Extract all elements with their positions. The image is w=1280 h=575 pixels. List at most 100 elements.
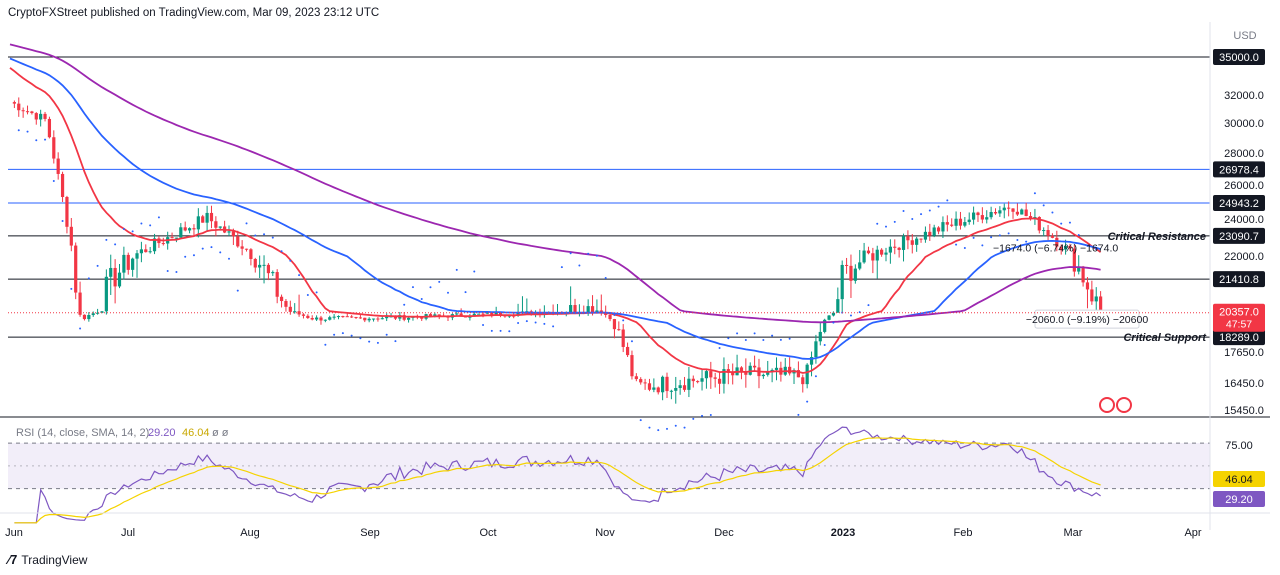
candle-body xyxy=(993,212,998,214)
sar-dot xyxy=(61,219,64,222)
candle-body xyxy=(288,306,292,312)
candle-body xyxy=(972,212,976,220)
last-price-badge xyxy=(1213,303,1265,332)
sar-dot xyxy=(849,314,852,317)
sar-dot xyxy=(1016,239,1019,242)
sar-dot xyxy=(1095,248,1098,251)
candle-body xyxy=(849,265,853,281)
legend-symbol-row: Bitcoin / U.S. Dollar, 1D, BITFINEX O217… xyxy=(16,31,480,43)
y-tick-label-15450: 15450.0 xyxy=(1224,405,1264,417)
candle-body xyxy=(731,372,735,376)
sar-dot xyxy=(534,321,537,324)
sar-label[interactable]: SAR (0.02, 0.02, 0.2) xyxy=(16,61,120,73)
y-tick-label-18900: 18900.0 xyxy=(1224,318,1264,330)
candle-body xyxy=(595,310,599,313)
sar-dot xyxy=(701,414,704,417)
candle-body xyxy=(547,312,551,314)
candle-body xyxy=(183,227,187,231)
sar-dots xyxy=(17,129,1098,432)
ohlc-open: 21712.0 xyxy=(198,31,238,43)
candle-body xyxy=(774,367,779,370)
sar-dot xyxy=(271,236,274,239)
candle-body xyxy=(485,312,490,314)
sar-dot xyxy=(166,269,169,272)
candle-body xyxy=(608,314,612,320)
tradingview-logo[interactable]: ⁄7 TradingView xyxy=(8,552,88,567)
candle-body xyxy=(634,376,638,380)
candle-body xyxy=(796,370,800,378)
sar-dot xyxy=(140,222,143,225)
candle-body xyxy=(393,316,398,319)
sar-dot xyxy=(595,254,598,257)
sar-dot xyxy=(429,286,432,289)
sar-dot xyxy=(963,246,966,249)
sar-dot xyxy=(727,337,730,340)
sar-dot xyxy=(289,259,292,262)
candle-body xyxy=(1077,266,1081,272)
candle-body xyxy=(328,317,332,320)
annotation-measure-2: −2060.0 (−9.19%) −20600 xyxy=(1026,314,1148,326)
candle-body xyxy=(205,212,209,223)
sar-dot xyxy=(236,289,239,292)
candle-body xyxy=(420,317,424,319)
ema-200-value: 21783.5 xyxy=(294,46,335,58)
candle-body xyxy=(69,226,73,246)
candle-body xyxy=(161,243,165,245)
sar-dot xyxy=(1042,204,1045,207)
symbol-name[interactable]: Bitcoin / U.S. Dollar, 1D, BITFINEX xyxy=(16,31,187,43)
sar-dot xyxy=(298,274,301,277)
sar-dot xyxy=(157,216,160,219)
candle-body xyxy=(985,217,989,220)
ema-label[interactable]: EMA (50, close, 100, close, 200, close) xyxy=(16,46,207,58)
candle-body xyxy=(25,111,30,113)
y-tick-label-32000: 32000.0 xyxy=(1224,90,1264,102)
candle-body xyxy=(389,316,393,318)
sar-dot xyxy=(753,332,756,335)
candle-body xyxy=(122,254,126,273)
y-tick-label-26000: 26000.0 xyxy=(1224,180,1264,192)
sar-dot xyxy=(254,234,257,237)
candle-body xyxy=(963,222,967,226)
ema-100-value: 21287.7 xyxy=(252,46,292,58)
candle-body xyxy=(551,312,555,315)
sar-dot xyxy=(175,270,178,273)
candle-body xyxy=(1099,296,1103,312)
sar-dot xyxy=(333,333,336,336)
sar-dot xyxy=(630,340,633,343)
candle-body xyxy=(446,316,450,318)
candle-body xyxy=(74,245,78,293)
candle-body xyxy=(12,102,16,104)
candle-body xyxy=(893,246,897,248)
sar-dot xyxy=(876,222,879,225)
sar-dot xyxy=(560,266,563,269)
sar-dot xyxy=(858,311,861,314)
candle-body xyxy=(179,227,183,238)
sar-dot xyxy=(219,251,222,254)
candle-body xyxy=(853,268,857,281)
candle-body xyxy=(884,252,888,255)
sar-dot xyxy=(911,217,914,220)
candle-body xyxy=(827,315,831,320)
ohlc-change: −1356.0 (−6.25%) xyxy=(391,31,480,43)
sar-dot xyxy=(823,343,826,346)
sar-dot xyxy=(1077,234,1080,237)
candle-body xyxy=(223,226,227,233)
candle-body xyxy=(34,113,38,120)
candle-body xyxy=(113,267,117,287)
candle-body xyxy=(442,315,446,317)
candle-body xyxy=(1002,207,1006,211)
candle-body xyxy=(472,313,476,317)
level-label-4: 21410.8 xyxy=(1219,274,1259,286)
candle-body xyxy=(573,305,577,314)
x-tick-label-sep: Sep xyxy=(360,527,380,539)
candle-body xyxy=(455,313,459,315)
sar-dot xyxy=(1060,222,1063,225)
candle-body xyxy=(481,313,485,315)
candle-body xyxy=(954,218,958,226)
candle-body xyxy=(341,316,345,318)
level-badge-0 xyxy=(1213,49,1265,65)
candle-body xyxy=(910,240,914,245)
publisher-line: CryptoFXStreet published on TradingView.… xyxy=(8,7,380,19)
currency-label: USD xyxy=(1233,30,1256,42)
